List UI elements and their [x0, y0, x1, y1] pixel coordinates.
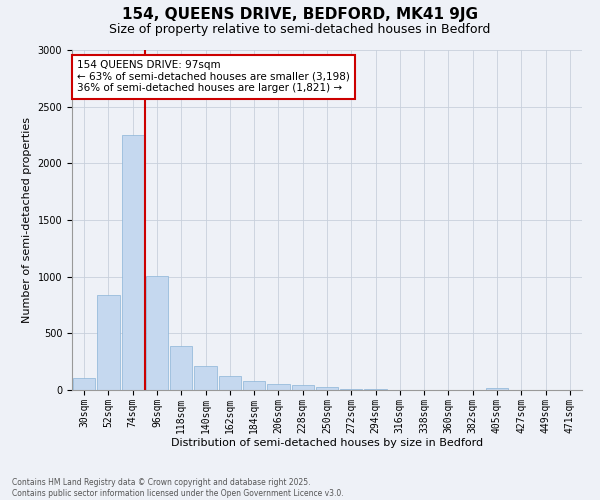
- Bar: [194, 366, 217, 390]
- X-axis label: Distribution of semi-detached houses by size in Bedford: Distribution of semi-detached houses by …: [171, 438, 483, 448]
- Bar: [292, 386, 314, 390]
- Text: Contains HM Land Registry data © Crown copyright and database right 2025.
Contai: Contains HM Land Registry data © Crown c…: [12, 478, 344, 498]
- Text: Size of property relative to semi-detached houses in Bedford: Size of property relative to semi-detach…: [109, 22, 491, 36]
- Text: 154, QUEENS DRIVE, BEDFORD, MK41 9JG: 154, QUEENS DRIVE, BEDFORD, MK41 9JG: [122, 8, 478, 22]
- Bar: [486, 388, 508, 390]
- Bar: [122, 135, 144, 390]
- Bar: [146, 276, 168, 390]
- Bar: [170, 346, 193, 390]
- Bar: [243, 381, 265, 390]
- Bar: [340, 389, 362, 390]
- Bar: [97, 295, 119, 390]
- Bar: [267, 384, 290, 390]
- Bar: [316, 387, 338, 390]
- Bar: [218, 376, 241, 390]
- Text: 154 QUEENS DRIVE: 97sqm
← 63% of semi-detached houses are smaller (3,198)
36% of: 154 QUEENS DRIVE: 97sqm ← 63% of semi-de…: [77, 60, 350, 94]
- Y-axis label: Number of semi-detached properties: Number of semi-detached properties: [22, 117, 32, 323]
- Bar: [73, 378, 95, 390]
